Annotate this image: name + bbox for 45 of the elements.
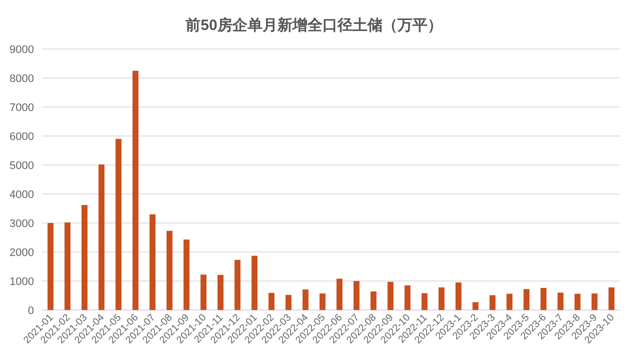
bar [116, 138, 122, 310]
bar [268, 292, 274, 310]
bar [506, 294, 512, 310]
bar [574, 294, 580, 310]
y-tick-label: 7000 [10, 102, 34, 114]
bar [286, 294, 292, 310]
bar [422, 293, 428, 310]
bar [234, 260, 240, 310]
bar [472, 302, 478, 310]
bar [48, 223, 54, 310]
bar [184, 240, 190, 310]
bar [200, 274, 206, 310]
bar [404, 285, 410, 310]
bar [558, 292, 564, 310]
bar [64, 222, 70, 310]
bar [98, 164, 104, 310]
y-tick-label: 2000 [10, 247, 34, 259]
bar [490, 295, 496, 310]
bar [320, 293, 326, 310]
bar [302, 289, 308, 310]
y-tick-label: 9000 [10, 44, 34, 56]
bar [354, 281, 360, 310]
bar [132, 70, 138, 310]
y-tick-label: 4000 [10, 189, 34, 201]
bar [540, 288, 546, 310]
bar [524, 289, 530, 310]
bar [438, 287, 444, 310]
y-tick-label: 5000 [10, 160, 34, 172]
chart-title: 前50房企单月新增全口径土储（万平） [184, 16, 442, 34]
bar [608, 287, 614, 310]
y-tick-label: 1000 [10, 276, 34, 288]
y-tick-label: 8000 [10, 73, 34, 85]
bar [592, 293, 598, 310]
bar [370, 291, 376, 310]
bar [252, 256, 258, 310]
bar [456, 282, 462, 310]
bar [166, 230, 172, 310]
bar [218, 274, 224, 310]
bar [82, 205, 88, 310]
y-tick-label: 0 [28, 305, 34, 317]
y-tick-label: 6000 [10, 131, 34, 143]
y-tick-label: 3000 [10, 218, 34, 230]
bar [150, 214, 156, 310]
bar [336, 278, 342, 310]
bar [388, 282, 394, 310]
